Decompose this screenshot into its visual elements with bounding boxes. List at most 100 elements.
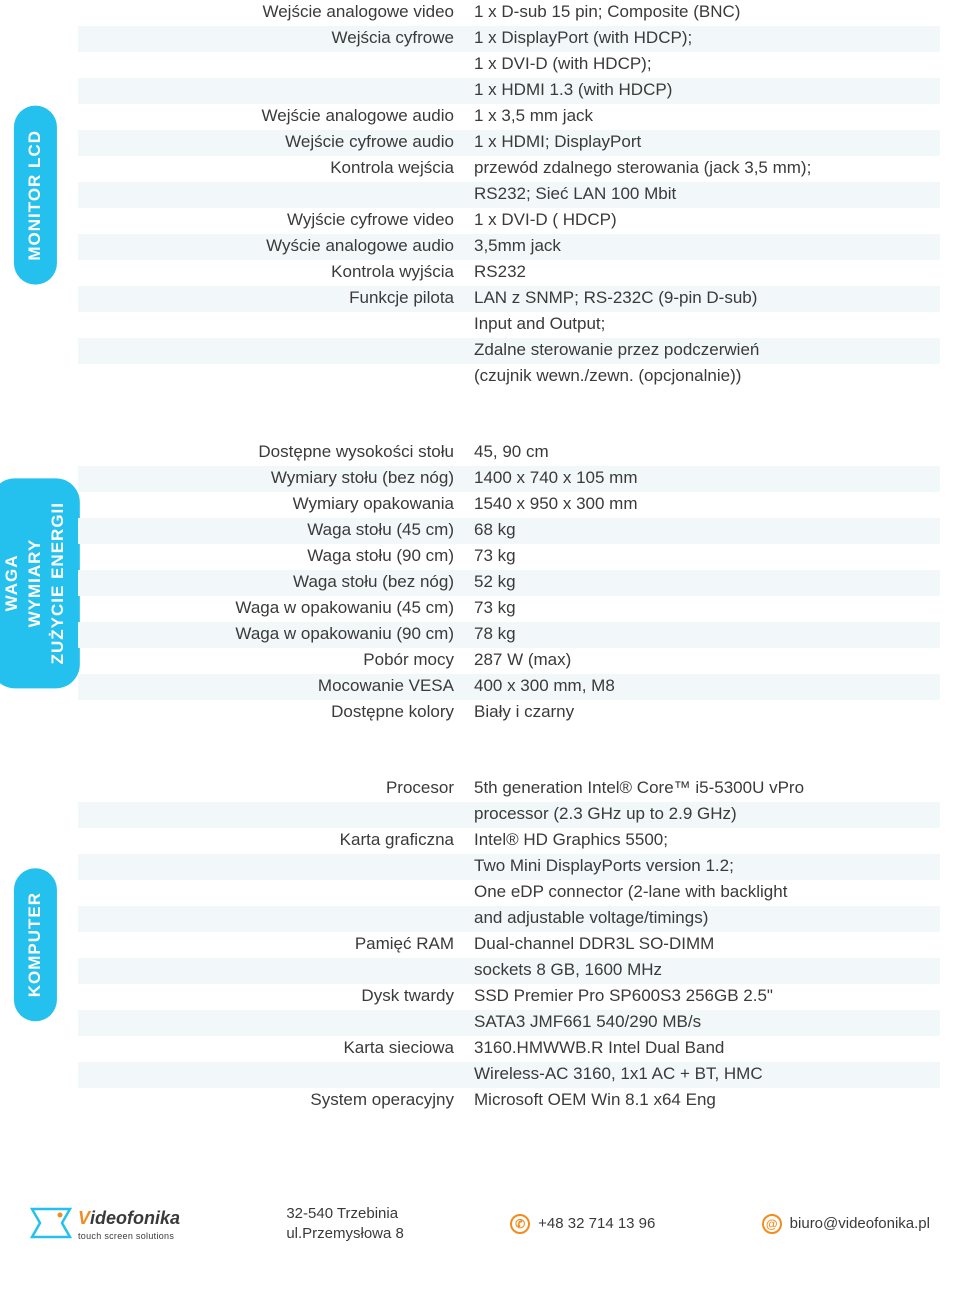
spec-value: SSD Premier Pro SP600S3 256GB 2.5" — [474, 985, 940, 1009]
spec-value: RS232 — [474, 261, 940, 285]
spec-row: Waga stołu (bez nóg) 52 kg — [78, 570, 940, 596]
spec-value: Biały i czarny — [474, 701, 940, 725]
footer: Videofonika touch screen solutions 32-54… — [0, 1164, 960, 1275]
spec-label: Karta graficzna — [78, 829, 458, 853]
spec-row: Kontrola wejściaprzewód zdalnego sterowa… — [78, 156, 940, 182]
spec-row: Pobór mocy 287 W (max) — [78, 648, 940, 674]
spec-row: Wireless-AC 3160, 1x1 AC + BT, HMC — [78, 1062, 940, 1088]
spec-label: Waga stołu (45 cm) — [78, 519, 458, 543]
spec-value: 1 x HDMI 1.3 (with HDCP) — [474, 79, 940, 103]
spec-value: 1 x D-sub 15 pin; Composite (BNC) — [474, 1, 940, 25]
footer-address: 32-540 Trzebinia ul.Przemysłowa 8 — [286, 1204, 404, 1245]
spec-value: Dual-channel DDR3L SO-DIMM — [474, 933, 940, 957]
spec-label — [78, 313, 458, 337]
spec-label: Waga w opakowaniu (90 cm) — [78, 623, 458, 647]
spec-value: 1540 x 950 x 300 mm — [474, 493, 940, 517]
brand-logo: Videofonika touch screen solutions — [30, 1206, 180, 1242]
spec-value: 5th generation Intel® Core™ i5-5300U vPr… — [474, 777, 940, 801]
spec-label: Wymiary stołu (bez nóg) — [78, 467, 458, 491]
spec-label: Kontrola wyjścia — [78, 261, 458, 285]
spec-value: (czujnik wewn./zewn. (opcjonalnie)) — [474, 365, 940, 389]
spec-label — [78, 339, 458, 363]
spec-label: Wyście analogowe audio — [78, 235, 458, 259]
spec-value: and adjustable voltage/timings) — [474, 907, 940, 931]
spec-value: 1400 x 740 x 105 mm — [474, 467, 940, 491]
spec-value: 1 x DVI-D ( HDCP) — [474, 209, 940, 233]
spec-value: 45, 90 cm — [474, 441, 940, 465]
spec-row: Funkcje pilota LAN z SNMP; RS-232C (9-pin… — [78, 286, 940, 312]
footer-phone-text: +48 32 714 13 96 — [538, 1214, 655, 1234]
spec-row: Waga stołu (90 cm)73 kg — [78, 544, 940, 570]
spec-table-monitor: Wejście analogowe video 1 x D-sub 15 pin;… — [78, 0, 960, 390]
spec-value: Zdalne sterowanie przez podczerwień — [474, 339, 940, 363]
spec-value: Microsoft OEM Win 8.1 x64 Eng — [474, 1089, 940, 1113]
spec-row: Dysk twardySSD Premier Pro SP600S3 256GB… — [78, 984, 940, 1010]
spec-value: LAN z SNMP; RS-232C (9-pin D-sub) — [474, 287, 940, 311]
vtab-container: WAGA WYMIARY ZUŻYCIE ENERGII — [0, 440, 78, 726]
spec-value: RS232; Sieć LAN 100 Mbit — [474, 183, 940, 207]
spec-label — [78, 1063, 458, 1087]
spec-value: przewód zdalnego sterowania (jack 3,5 mm… — [474, 157, 940, 181]
phone-icon: ✆ — [510, 1214, 530, 1234]
at-icon: @ — [762, 1214, 782, 1234]
spec-value: Two Mini DisplayPorts version 1.2; — [474, 855, 940, 879]
spec-label — [78, 803, 458, 827]
spec-row: Wymiary stołu (bez nóg) 1400 x 740 x 105 … — [78, 466, 940, 492]
spec-label — [78, 365, 458, 389]
spec-label — [78, 183, 458, 207]
spec-row: (czujnik wewn./zewn. (opcjonalnie)) — [78, 364, 940, 390]
spec-value: processor (2.3 GHz up to 2.9 GHz) — [474, 803, 940, 827]
spec-label: Funkcje pilota — [78, 287, 458, 311]
spec-label: Karta sieciowa — [78, 1037, 458, 1061]
spec-value: 73 kg — [474, 545, 940, 569]
spec-value: SATA3 JMF661 540/290 MB/s — [474, 1011, 940, 1035]
spec-row: Waga stołu (45 cm)68 kg — [78, 518, 940, 544]
spec-table-waga: Dostępne wysokości stołu45, 90 cmWymiary… — [78, 440, 960, 726]
spec-value: 1 x HDMI; DisplayPort — [474, 131, 940, 155]
spec-value: 1 x DisplayPort (with HDCP); — [474, 27, 940, 51]
spec-value: sockets 8 GB, 1600 MHz — [474, 959, 940, 983]
spec-label: Procesor — [78, 777, 458, 801]
spec-label: Dostępne wysokości stołu — [78, 441, 458, 465]
spec-row: processor (2.3 GHz up to 2.9 GHz) — [78, 802, 940, 828]
spec-value: 287 W (max) — [474, 649, 940, 673]
spec-label: Wejście analogowe video — [78, 1, 458, 25]
spec-label: Wejście cyfrowe audio — [78, 131, 458, 155]
spec-row: Procesor 5th generation Intel® Core™ i5-5… — [78, 776, 940, 802]
spec-label: Waga stołu (bez nóg) — [78, 571, 458, 595]
spec-label: Dostępne kolory — [78, 701, 458, 725]
spec-value: 1 x DVI-D (with HDCP); — [474, 53, 940, 77]
spec-row: Karta sieciowa3160.HMWWB.R Intel Dual Ba… — [78, 1036, 940, 1062]
spec-label: Pamięć RAM — [78, 933, 458, 957]
vtab-container: MONITOR LCD — [0, 0, 78, 390]
spec-row: RS232; Sieć LAN 100 Mbit — [78, 182, 940, 208]
spec-row: Mocowanie VESA400 x 300 mm, M8 — [78, 674, 940, 700]
footer-email: @ biuro@videofonika.pl — [762, 1214, 930, 1234]
spec-label: Mocowanie VESA — [78, 675, 458, 699]
spec-row: One eDP connector (2-lane with backlight — [78, 880, 940, 906]
spec-value: Intel® HD Graphics 5500; — [474, 829, 940, 853]
spec-row: Karta graficzna Intel® HD Graphics 5500; — [78, 828, 940, 854]
vtab-komputer: KOMPUTER — [14, 868, 57, 1021]
spec-row: Wymiary opakowania1540 x 950 x 300 mm — [78, 492, 940, 518]
spec-value: One eDP connector (2-lane with backlight — [474, 881, 940, 905]
spec-label: Waga w opakowaniu (45 cm) — [78, 597, 458, 621]
spec-label — [78, 855, 458, 879]
spec-row: Wejście analogowe video 1 x D-sub 15 pin;… — [78, 0, 940, 26]
spec-label — [78, 53, 458, 77]
spec-row: Pamięć RAM Dual-channel DDR3L SO-DIMM — [78, 932, 940, 958]
brand-tagline: touch screen solutions — [78, 1230, 180, 1242]
spec-value: 3,5mm jack — [474, 235, 940, 259]
spec-row: and adjustable voltage/timings) — [78, 906, 940, 932]
spec-row: Wyjście cyfrowe video1 x DVI-D ( HDCP) — [78, 208, 940, 234]
section-waga: WAGA WYMIARY ZUŻYCIE ENERGII Dostępne wy… — [0, 440, 960, 726]
section-komputer: KOMPUTER Procesor 5th generation Intel® C… — [0, 776, 960, 1114]
spec-row: Waga w opakowaniu (90 cm)78 kg — [78, 622, 940, 648]
spec-value: 52 kg — [474, 571, 940, 595]
spec-label: Pobór mocy — [78, 649, 458, 673]
spec-row: Dostępne wysokości stołu 45, 90 cm — [78, 440, 940, 466]
spec-row: Input and Output; — [78, 312, 940, 338]
spec-label — [78, 907, 458, 931]
footer-email-text: biuro@videofonika.pl — [790, 1214, 930, 1234]
spec-row: sockets 8 GB, 1600 MHz — [78, 958, 940, 984]
